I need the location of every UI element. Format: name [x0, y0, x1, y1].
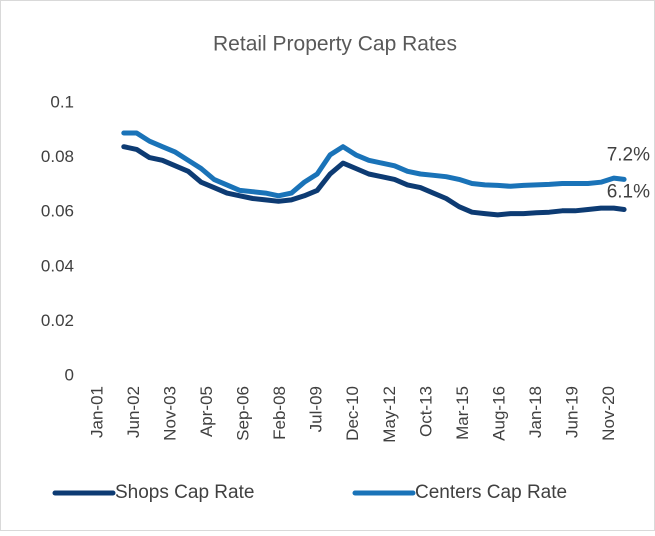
x-tick-label: Feb-08	[270, 386, 289, 440]
y-tick-label: 0	[65, 365, 74, 384]
x-tick-label: Nov-03	[161, 386, 180, 441]
annotation: 6.1%	[607, 181, 650, 202]
y-tick-label: 0.08	[41, 147, 74, 166]
x-tick-label: Jun-19	[562, 386, 581, 438]
x-tick-label: Dec-10	[343, 386, 362, 441]
x-tick-label: Mar-15	[453, 386, 472, 440]
y-tick-label: 0.02	[41, 311, 74, 330]
annotation: 7.2%	[607, 144, 650, 165]
x-tick-label: Aug-16	[489, 386, 508, 441]
y-tick-label: 0.06	[41, 202, 74, 221]
y-tick-label: 0.1	[50, 92, 74, 111]
series-line	[121, 130, 627, 199]
series-line	[121, 144, 627, 218]
legend-label: Shops Cap Rate	[115, 482, 254, 503]
legend-label: Centers Cap Rate	[415, 482, 567, 503]
x-tick-label: May-12	[380, 386, 399, 443]
y-tick-label: 0.04	[41, 256, 74, 275]
x-tick-label: Sep-06	[234, 386, 253, 441]
x-tick-label: Nov-20	[599, 386, 618, 441]
chart-title: Retail Property Cap Rates	[213, 33, 457, 56]
x-tick-label: Jan-01	[87, 386, 106, 438]
x-tick-label: Apr-05	[197, 386, 216, 437]
x-tick-label: Jan-18	[526, 386, 545, 438]
x-tick-label: Jul-09	[307, 386, 326, 432]
x-tick-label: Oct-13	[416, 386, 435, 437]
x-tick-label: Jun-02	[124, 386, 143, 438]
